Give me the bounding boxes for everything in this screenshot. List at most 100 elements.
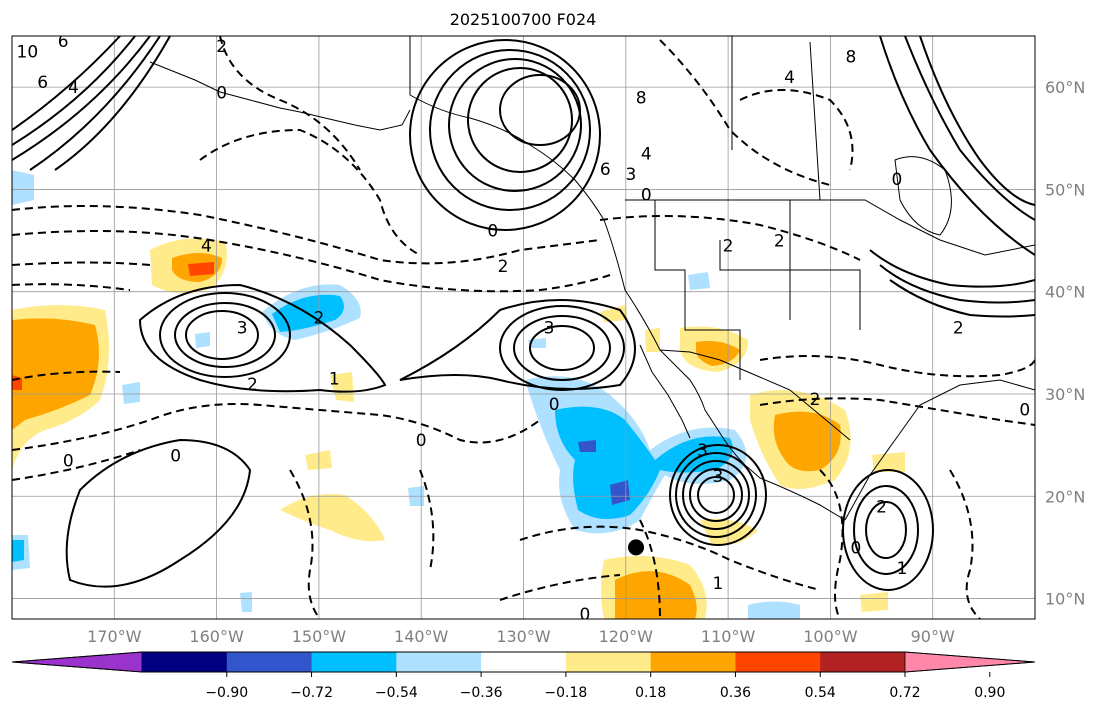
graticule bbox=[12, 36, 1035, 619]
colorbar-bin bbox=[565, 652, 652, 672]
dashed-contour bbox=[739, 89, 854, 171]
negative-anomaly-region bbox=[12, 540, 24, 562]
dashed-contour bbox=[819, 469, 844, 619]
contour-ring bbox=[697, 476, 735, 514]
positive-anomaly-region bbox=[773, 411, 841, 472]
colorbar-extend-low bbox=[11, 651, 143, 673]
contour-label: 3 bbox=[712, 467, 723, 487]
lat-label: 50°N bbox=[1045, 180, 1085, 199]
border-alaska-canada bbox=[731, 36, 821, 201]
contour-ring bbox=[853, 485, 919, 575]
contour-label: 1 bbox=[897, 559, 908, 579]
contour-label: 8 bbox=[845, 47, 856, 67]
contour-label: 0 bbox=[891, 170, 902, 190]
negative-anomaly-region bbox=[240, 592, 252, 612]
colorbar-bin bbox=[650, 652, 736, 672]
contour-ring bbox=[529, 325, 595, 371]
dashed-contour bbox=[199, 128, 421, 256]
dashed-contour bbox=[12, 283, 131, 291]
colorbar-bin bbox=[142, 652, 228, 672]
contour-label: 0 bbox=[641, 186, 652, 206]
dashed-contour bbox=[419, 469, 435, 571]
contour-ring bbox=[409, 39, 601, 231]
colorbar-bin bbox=[311, 652, 397, 672]
colorbar-tick-label: −0.90 bbox=[205, 685, 248, 701]
colorbar-tick-label: 0.54 bbox=[805, 685, 836, 701]
lat-label: 20°N bbox=[1045, 487, 1085, 506]
lon-label: 110°W bbox=[701, 627, 756, 646]
contour-ring bbox=[675, 452, 757, 538]
contour-label: 2 bbox=[313, 308, 324, 328]
contour-label: 2 bbox=[723, 237, 734, 257]
colorbar-outline bbox=[11, 651, 1036, 673]
dashed-contour bbox=[289, 469, 321, 619]
contour-ring bbox=[174, 302, 276, 368]
dashed-contour bbox=[759, 355, 1035, 378]
coastline-hudson bbox=[894, 156, 952, 236]
lon-label: 100°W bbox=[803, 627, 858, 646]
lon-label: 90°W bbox=[911, 627, 955, 646]
negative-anomaly-region bbox=[610, 480, 630, 505]
negative-anomaly-region bbox=[122, 382, 140, 404]
contour-label: 6 bbox=[600, 160, 611, 180]
lon-label: 120°W bbox=[599, 627, 654, 646]
contour-label: 1 bbox=[329, 370, 340, 390]
lat-label: 10°N bbox=[1045, 590, 1085, 609]
dashed-contour bbox=[219, 36, 361, 171]
colorbar-tick-label: 0.36 bbox=[720, 685, 751, 701]
map-frame bbox=[11, 35, 1036, 620]
colorbar-tick-label: −0.72 bbox=[290, 685, 333, 701]
lat-label: 40°N bbox=[1045, 283, 1085, 302]
contour-lines bbox=[12, 36, 1035, 619]
contour-label: 3 bbox=[697, 441, 708, 461]
contour-label: 3 bbox=[626, 165, 637, 185]
lon-label: 140°W bbox=[394, 627, 449, 646]
colorbar-bin bbox=[481, 652, 567, 672]
contour-ring bbox=[499, 305, 625, 391]
contour-label: 2 bbox=[216, 37, 227, 57]
contour-ring bbox=[429, 49, 591, 211]
contour-label: 0 bbox=[579, 605, 590, 625]
contour-label: 10 bbox=[17, 42, 39, 62]
lon-label: 160°W bbox=[189, 627, 244, 646]
contour-ring bbox=[513, 315, 611, 381]
negative-anomaly-region bbox=[12, 170, 34, 205]
contour-label: 0 bbox=[549, 395, 560, 415]
contour-label: 4 bbox=[641, 145, 652, 165]
contour-label: 0 bbox=[851, 538, 862, 558]
contour-label: 2 bbox=[498, 257, 509, 277]
colorbar-bin bbox=[226, 652, 313, 672]
contour-label: 6 bbox=[37, 73, 48, 93]
lat-label: 60°N bbox=[1045, 78, 1085, 97]
coastline-aleutians bbox=[149, 61, 411, 131]
colorbar-tick-label: 0.72 bbox=[889, 685, 920, 701]
contour-label: 8 bbox=[636, 88, 647, 108]
positive-contours bbox=[12, 36, 1035, 591]
contour-label: 2 bbox=[953, 319, 964, 339]
contour-label: 4 bbox=[784, 68, 795, 88]
contour-label: 0 bbox=[487, 221, 498, 241]
figure-title: 2025100700 F024 bbox=[450, 10, 597, 29]
contour-ring bbox=[159, 292, 291, 378]
positive-anomaly-region bbox=[696, 341, 740, 366]
contour-label: 4 bbox=[201, 237, 212, 257]
contour-label: 0 bbox=[63, 451, 74, 471]
dashed-contour bbox=[12, 230, 611, 293]
contour-ring bbox=[865, 501, 907, 559]
contour-ring bbox=[689, 468, 743, 522]
contour-label: 0 bbox=[416, 431, 427, 451]
contour-1-west bbox=[138, 283, 387, 393]
location-marker bbox=[628, 539, 645, 556]
colorbar-tick-label: −0.54 bbox=[375, 685, 418, 701]
coastline-baja bbox=[639, 344, 691, 439]
positive-anomaly-region bbox=[872, 452, 905, 472]
negative-anomaly-region bbox=[688, 272, 710, 290]
border-us-mexico bbox=[659, 349, 851, 441]
lon-label: 130°W bbox=[496, 627, 551, 646]
contour-ring bbox=[467, 67, 573, 173]
positive-anomaly-region bbox=[615, 571, 697, 619]
positive-anomaly-region bbox=[330, 372, 354, 402]
